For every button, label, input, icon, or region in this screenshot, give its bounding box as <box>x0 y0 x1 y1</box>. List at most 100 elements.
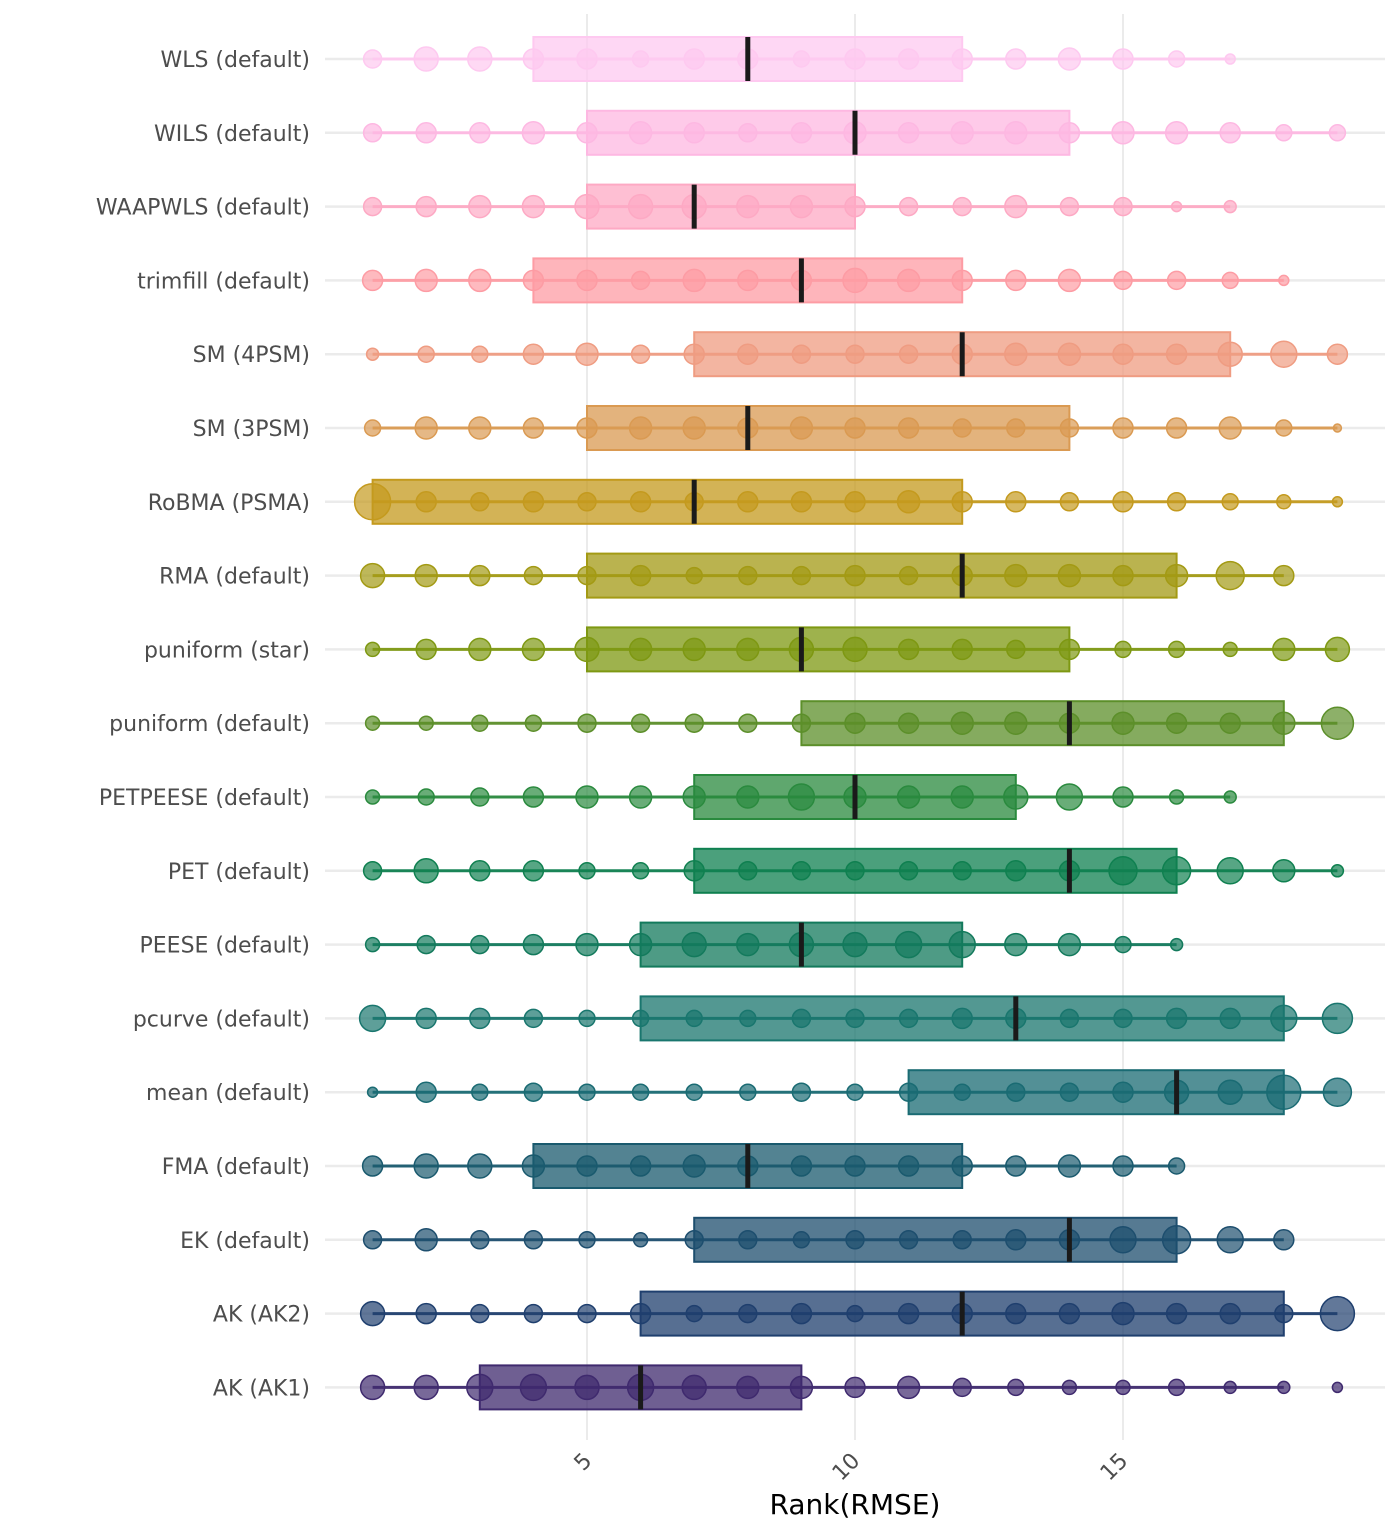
rank-point <box>897 712 920 734</box>
rank-point <box>1058 1302 1081 1325</box>
rank-point <box>792 50 811 68</box>
y-axis-label: PETPEESE (default) <box>99 786 310 811</box>
rank-point <box>417 345 435 363</box>
rank-point <box>578 862 596 880</box>
rank-point <box>366 1086 379 1098</box>
rank-point <box>628 932 653 957</box>
rank-point <box>1057 268 1082 293</box>
rank-point <box>846 1083 864 1101</box>
rank-point <box>471 345 489 363</box>
rank-point <box>681 1374 707 1401</box>
rank-point <box>1331 496 1344 508</box>
rank-point <box>896 490 921 514</box>
rank-point <box>844 195 866 218</box>
rank-point <box>845 1008 865 1029</box>
rank-point <box>631 1083 650 1101</box>
series-group <box>359 552 1295 599</box>
rank-point <box>1217 1079 1243 1105</box>
rank-point <box>896 785 921 809</box>
rank-point <box>1223 199 1237 214</box>
rank-point <box>628 416 653 440</box>
rank-point <box>789 1375 814 1400</box>
iqr-box <box>586 183 856 230</box>
rank-point <box>519 1373 548 1402</box>
rank-point <box>738 861 758 881</box>
rank-point <box>951 491 973 513</box>
rank-point <box>470 1230 490 1250</box>
rank-point <box>362 1230 383 1250</box>
rank-point <box>739 1009 757 1028</box>
rank-point <box>522 48 545 70</box>
rank-point <box>845 344 865 364</box>
rank-point <box>953 1083 971 1101</box>
series-group <box>358 995 1354 1042</box>
rank-point <box>1057 932 1082 957</box>
rank-point <box>577 1303 597 1324</box>
rank-point <box>1004 932 1028 957</box>
rank-point <box>1219 712 1241 734</box>
rank-point <box>844 48 866 70</box>
rank-point <box>1324 636 1351 663</box>
rank-point <box>471 714 489 732</box>
rank-point <box>845 861 865 881</box>
rank-point <box>1221 271 1239 290</box>
rank-point <box>1007 1378 1025 1397</box>
rank-point <box>1004 194 1028 219</box>
rank-point <box>685 1304 703 1323</box>
rank-point <box>1165 1007 1188 1030</box>
rank-point <box>845 1230 865 1250</box>
y-axis-label: puniform (star) <box>144 638 310 663</box>
rank-point <box>1055 783 1084 811</box>
rank-point <box>951 48 973 70</box>
rank-point <box>413 858 439 884</box>
rank-point <box>1108 856 1138 886</box>
rank-point <box>897 122 920 144</box>
rank-point <box>576 269 598 292</box>
rank-point <box>1270 1004 1298 1033</box>
rank-point <box>359 1300 386 1327</box>
rank-point <box>522 491 545 513</box>
series-group <box>364 700 1355 747</box>
rank-point <box>738 1303 758 1324</box>
rank-point <box>577 492 597 512</box>
series-group <box>359 1290 1356 1337</box>
rank-point <box>683 343 705 365</box>
y-axis-label: SM (3PSM) <box>193 417 310 442</box>
rank-point <box>1113 196 1133 217</box>
y-axis-label: AK (AK2) <box>213 1303 310 1328</box>
rank-point <box>522 269 545 292</box>
rank-point <box>1219 122 1241 144</box>
rank-point <box>576 122 598 144</box>
rank-point <box>1114 640 1132 659</box>
rank-point <box>1167 1157 1186 1175</box>
rank-point <box>363 419 382 437</box>
rank-point <box>738 123 758 143</box>
rank-point <box>1004 711 1028 735</box>
series-group <box>365 331 1349 378</box>
series-group <box>362 183 1237 230</box>
y-axis-label: PET (default) <box>168 860 310 885</box>
rank-point <box>1059 1008 1080 1029</box>
rank-point <box>416 934 436 955</box>
rank-point <box>578 1009 596 1028</box>
iqr-box <box>586 626 1071 673</box>
rank-point <box>950 711 974 735</box>
rank-point <box>631 1009 650 1028</box>
rank-point <box>470 492 490 512</box>
rank-point <box>1111 711 1135 735</box>
x-tick-label: 10 <box>828 1449 865 1486</box>
rank-point <box>1059 196 1080 217</box>
rank-point <box>738 1230 758 1250</box>
iqr-box <box>586 405 1071 451</box>
rank-point <box>629 564 652 587</box>
rank-point <box>844 491 866 513</box>
x-axis-ticks: 5 10 15 <box>570 1449 1134 1486</box>
rank-point <box>951 1155 973 1177</box>
rank-point <box>682 268 706 293</box>
rank-point <box>1112 417 1134 439</box>
rank-point <box>415 491 437 513</box>
rank-point <box>574 193 600 220</box>
rank-point <box>1006 639 1026 660</box>
rank-point <box>790 1302 813 1325</box>
series-group <box>353 478 1344 525</box>
